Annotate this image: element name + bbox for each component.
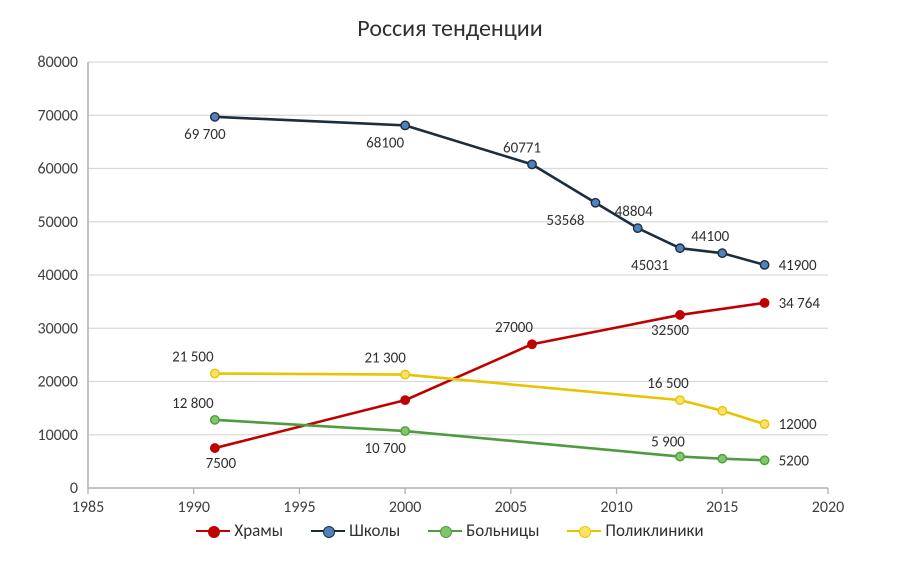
series-marker bbox=[528, 160, 536, 168]
svg-text:50000: 50000 bbox=[37, 213, 78, 232]
series-marker bbox=[211, 369, 219, 377]
data-label: 21 300 bbox=[364, 350, 406, 368]
legend-label: Больницы bbox=[466, 520, 539, 541]
legend-swatch bbox=[567, 524, 601, 538]
series-marker bbox=[718, 455, 726, 463]
series-marker bbox=[760, 299, 768, 307]
series-marker bbox=[401, 396, 409, 404]
legend-item: Больницы bbox=[428, 520, 539, 541]
svg-text:1985: 1985 bbox=[72, 498, 104, 517]
svg-text:80000: 80000 bbox=[37, 53, 78, 72]
svg-text:10000: 10000 bbox=[37, 426, 78, 445]
svg-text:60000: 60000 bbox=[37, 160, 78, 179]
svg-text:2020: 2020 bbox=[812, 498, 844, 517]
series-marker bbox=[591, 199, 599, 207]
svg-text:2000: 2000 bbox=[389, 498, 421, 517]
legend-swatch bbox=[311, 524, 345, 538]
data-label: 12 800 bbox=[172, 395, 214, 413]
svg-text:70000: 70000 bbox=[37, 106, 78, 125]
legend-item: Храмы bbox=[196, 520, 283, 541]
data-label: 5 900 bbox=[651, 434, 685, 452]
series-marker bbox=[676, 396, 684, 404]
chart-container: Россия тенденции 0 10000 20000 30000 40000 50… bbox=[0, 0, 900, 566]
series-marker bbox=[211, 113, 219, 121]
data-label: 16 500 bbox=[647, 375, 689, 393]
svg-text:2015: 2015 bbox=[706, 498, 738, 517]
series-marker bbox=[718, 249, 726, 257]
series-marker bbox=[760, 261, 768, 269]
legend-swatch bbox=[428, 524, 462, 538]
svg-text:2010: 2010 bbox=[600, 498, 632, 517]
data-label: 7500 bbox=[206, 455, 237, 473]
data-label: 44100 bbox=[691, 228, 729, 246]
series-marker bbox=[528, 340, 536, 348]
series-marker bbox=[718, 407, 726, 415]
data-label: 69 700 bbox=[184, 126, 226, 144]
svg-text:30000: 30000 bbox=[37, 319, 78, 338]
series-marker bbox=[676, 244, 684, 252]
legend-label: Школы bbox=[349, 520, 400, 541]
series-marker bbox=[401, 370, 409, 378]
legend: Храмы Школы Больницы Поликлиники bbox=[0, 520, 900, 541]
svg-text:2005: 2005 bbox=[495, 498, 527, 517]
data-label: 12000 bbox=[779, 416, 817, 434]
series-marker bbox=[760, 456, 768, 464]
data-label: 45031 bbox=[631, 257, 669, 275]
series-marker bbox=[401, 121, 409, 129]
data-label: 48804 bbox=[615, 203, 653, 221]
data-label: 60771 bbox=[503, 139, 541, 157]
svg-text:40000: 40000 bbox=[37, 266, 78, 285]
legend-item: Школы bbox=[311, 520, 400, 541]
series-marker bbox=[676, 311, 684, 319]
series-marker bbox=[401, 427, 409, 435]
legend-label: Храмы bbox=[234, 520, 283, 541]
svg-text:0: 0 bbox=[70, 479, 78, 498]
series-marker bbox=[760, 420, 768, 428]
series-marker bbox=[634, 224, 642, 232]
data-label: 53568 bbox=[546, 212, 584, 230]
data-label: 21 500 bbox=[172, 349, 214, 367]
chart-svg: 0 10000 20000 30000 40000 50000 60000 70000 8000… bbox=[0, 0, 900, 566]
svg-text:20000: 20000 bbox=[37, 373, 78, 392]
data-label: 5200 bbox=[779, 452, 810, 470]
legend-swatch bbox=[196, 524, 230, 538]
svg-text:1995: 1995 bbox=[283, 498, 315, 517]
legend-item: Поликлиники bbox=[567, 520, 703, 541]
data-label: 34 764 bbox=[779, 295, 821, 313]
svg-text:1990: 1990 bbox=[177, 498, 209, 517]
data-label: 32500 bbox=[651, 322, 689, 340]
data-label: 10 700 bbox=[364, 440, 406, 458]
data-label: 68100 bbox=[366, 134, 404, 152]
data-label: 41900 bbox=[779, 257, 817, 275]
series-marker bbox=[676, 452, 684, 460]
chart-title: Россия тенденции bbox=[0, 14, 900, 43]
series-marker bbox=[211, 444, 219, 452]
data-label: 27000 bbox=[495, 319, 533, 337]
legend-label: Поликлиники bbox=[605, 520, 703, 541]
series-marker bbox=[211, 416, 219, 424]
